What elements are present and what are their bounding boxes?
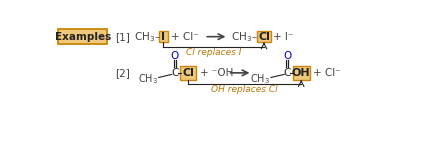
Text: OH: OH [292,68,311,78]
Text: OH replaces Cl: OH replaces Cl [211,85,278,94]
Text: O: O [171,51,179,61]
FancyBboxPatch shape [180,66,196,80]
Text: CH$_3$: CH$_3$ [138,72,158,86]
Text: + Cl⁻: + Cl⁻ [171,32,199,42]
Text: I: I [161,32,165,42]
Text: CH$_3$: CH$_3$ [250,72,270,86]
FancyBboxPatch shape [293,66,310,80]
Text: Cl: Cl [258,32,270,42]
Text: Cl: Cl [182,68,194,78]
Text: + I⁻: + I⁻ [273,32,293,42]
Text: [1]: [1] [115,32,130,42]
Text: + Cl⁻: + Cl⁻ [313,68,341,78]
Text: CH$_3$–: CH$_3$– [231,30,258,44]
FancyBboxPatch shape [58,29,107,44]
Text: [2]: [2] [115,68,130,78]
Text: Examples: Examples [54,32,111,42]
Text: C: C [283,68,291,78]
Text: Cl replaces I: Cl replaces I [186,48,241,57]
Text: C: C [171,68,179,78]
Text: CH$_3$–: CH$_3$– [134,30,161,44]
FancyBboxPatch shape [159,31,168,42]
Text: O: O [283,51,291,61]
FancyBboxPatch shape [257,31,271,42]
Text: + ⁻OH: + ⁻OH [200,68,233,78]
